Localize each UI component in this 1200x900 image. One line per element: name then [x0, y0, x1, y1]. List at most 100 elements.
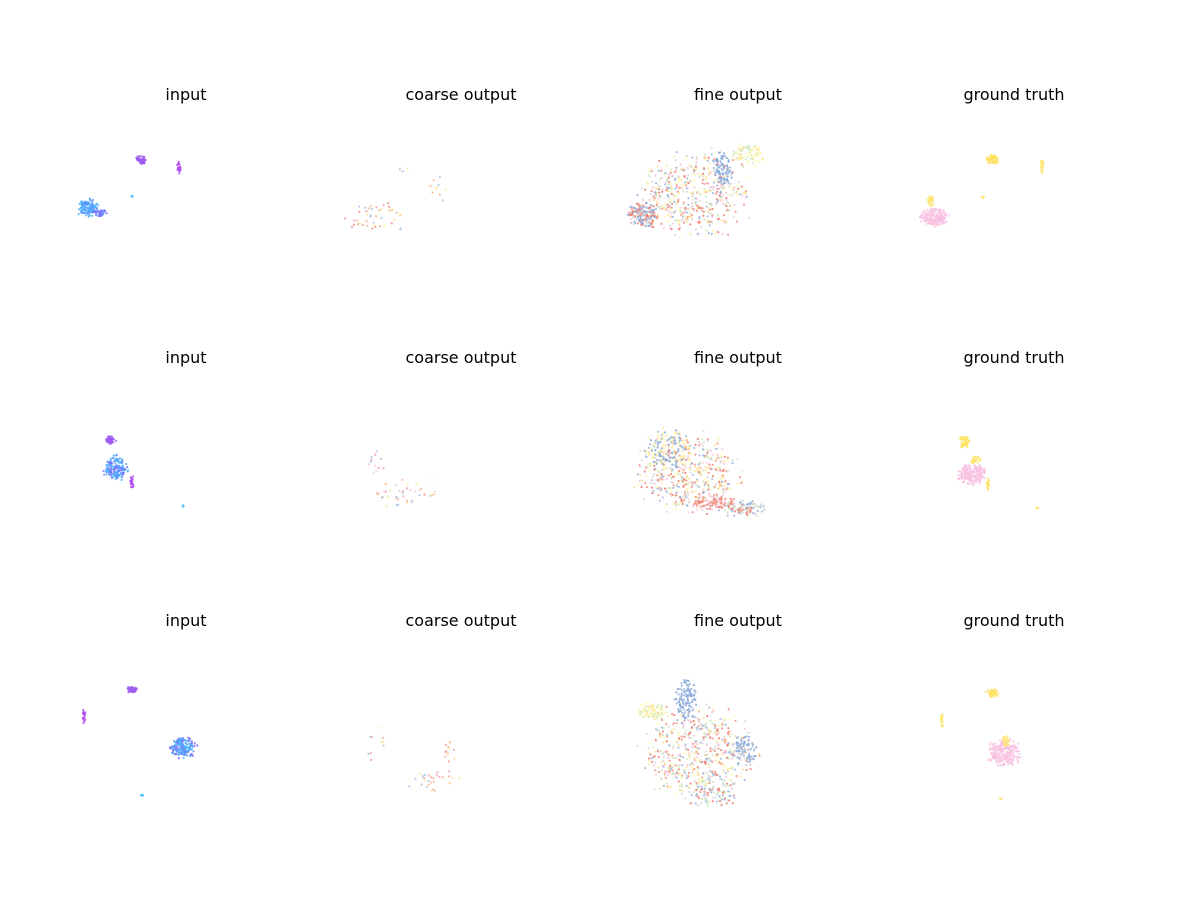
- data-point: [736, 458, 739, 461]
- data-point: [664, 711, 667, 714]
- data-point: [136, 155, 140, 158]
- data-point: [931, 203, 935, 206]
- data-point: [706, 159, 709, 162]
- panel-r0-c2: fine output: [618, 85, 858, 315]
- data-point: [648, 462, 651, 465]
- data-point: [721, 781, 724, 784]
- data-point: [633, 485, 636, 489]
- data-point: [79, 207, 82, 210]
- data-point: [704, 734, 708, 737]
- data-point: [444, 750, 448, 753]
- data-point: [438, 175, 441, 178]
- data-point: [675, 194, 678, 197]
- data-point: [655, 194, 658, 197]
- data-point: [694, 165, 697, 168]
- data-point: [740, 736, 743, 739]
- data-point: [683, 442, 687, 446]
- data-point: [676, 186, 679, 189]
- data-point: [718, 476, 721, 479]
- data-point: [713, 181, 716, 184]
- data-point: [701, 172, 705, 175]
- data-point: [82, 708, 85, 712]
- data-point: [963, 477, 967, 481]
- data-point: [943, 214, 946, 217]
- data-point: [675, 472, 678, 476]
- data-point: [716, 800, 719, 803]
- data-point: [689, 705, 693, 708]
- data-point: [939, 221, 942, 224]
- data-point: [730, 171, 733, 175]
- data-point: [692, 495, 696, 498]
- data-point: [757, 156, 760, 159]
- data-point: [694, 490, 697, 493]
- data-point: [718, 500, 721, 504]
- data-point: [723, 750, 727, 753]
- data-point: [740, 194, 744, 197]
- data-point: [997, 747, 1001, 750]
- data-point: [707, 774, 710, 777]
- data-point: [114, 454, 118, 457]
- data-point: [683, 771, 686, 774]
- data-point: [662, 443, 665, 446]
- data-point: [725, 199, 728, 202]
- data-point: [714, 192, 717, 195]
- data-point: [662, 755, 665, 759]
- data-point: [693, 723, 696, 726]
- data-point: [647, 705, 651, 708]
- data-point: [731, 459, 734, 462]
- data-point: [130, 482, 133, 485]
- data-point: [1004, 756, 1007, 759]
- data-point: [683, 461, 686, 464]
- data-point: [648, 211, 652, 214]
- data-point: [637, 202, 640, 206]
- data-point: [679, 755, 682, 758]
- data-point: [178, 748, 181, 751]
- data-point: [710, 147, 713, 150]
- data-point: [711, 708, 714, 711]
- data-point: [382, 490, 386, 493]
- data-point: [649, 443, 652, 446]
- data-point: [130, 687, 133, 690]
- data-point: [712, 498, 716, 501]
- data-point: [427, 779, 430, 783]
- data-point: [718, 466, 722, 470]
- data-point: [370, 456, 373, 459]
- data-point: [981, 471, 984, 474]
- data-point: [678, 224, 681, 227]
- data-point: [728, 730, 731, 733]
- data-point: [667, 714, 670, 718]
- data-point: [353, 219, 356, 222]
- data-point: [684, 471, 687, 474]
- data-point: [711, 736, 714, 739]
- data-point: [352, 223, 355, 226]
- data-point: [746, 162, 749, 165]
- data-point: [719, 762, 722, 765]
- data-point: [391, 208, 394, 211]
- data-point: [731, 802, 734, 805]
- data-point: [714, 745, 717, 748]
- data-point: [406, 487, 409, 490]
- data-point: [997, 692, 1000, 695]
- data-point: [762, 504, 765, 508]
- data-point: [671, 463, 674, 466]
- data-point: [956, 478, 960, 481]
- data-point: [724, 497, 727, 500]
- data-point: [644, 210, 647, 213]
- data-point: [739, 149, 743, 152]
- data-point: [120, 458, 124, 461]
- data-point: [999, 739, 1002, 742]
- data-point: [711, 188, 714, 191]
- data-point: [703, 760, 706, 764]
- data-point: [183, 739, 186, 742]
- data-point: [693, 756, 696, 759]
- data-point: [747, 216, 751, 220]
- data-point: [89, 205, 92, 208]
- data-point: [720, 196, 723, 199]
- data-point: [935, 220, 938, 223]
- data-point: [710, 232, 713, 236]
- data-point: [960, 446, 963, 449]
- data-point: [668, 199, 671, 202]
- data-point: [692, 171, 695, 174]
- data-point: [365, 210, 368, 213]
- data-point: [652, 208, 656, 212]
